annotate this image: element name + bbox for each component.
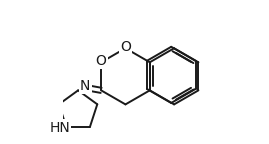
Text: O: O — [120, 40, 131, 54]
Text: N: N — [80, 79, 90, 93]
Text: HN: HN — [49, 121, 70, 134]
Text: O: O — [96, 54, 107, 68]
